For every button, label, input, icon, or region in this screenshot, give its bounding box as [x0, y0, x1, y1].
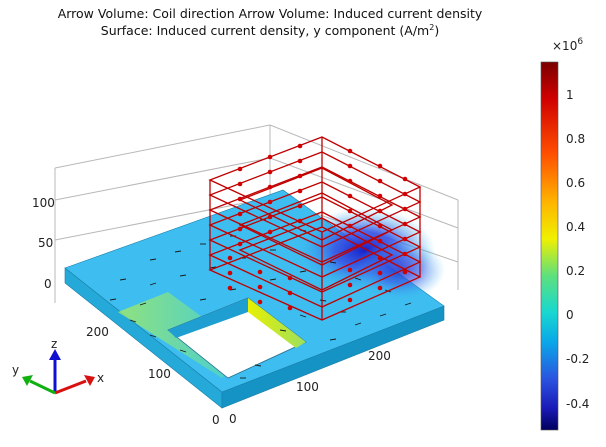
triad-z-label: z	[51, 337, 57, 351]
cb-tick-0.2: 0.2	[566, 264, 585, 278]
z-tick-100: 100	[32, 196, 55, 210]
coil-direction-arrows	[208, 136, 422, 321]
hole-inner-wall-back	[168, 298, 248, 338]
colorbar-ramp	[540, 61, 559, 431]
triad-z-arrow-icon	[49, 349, 61, 360]
y-axis-ticks: 200 100 0	[86, 325, 220, 427]
y-tick-200: 200	[86, 325, 109, 339]
x-tick-100: 100	[296, 380, 319, 394]
triad-x-arrow-icon	[84, 375, 95, 386]
cb-tick-0.4: 0.4	[566, 220, 585, 234]
colorbar-ticks: 1 0.8 0.6 0.4 0.2 0 -0.2 -0.4	[566, 88, 589, 411]
plot-title-line1: Arrow Volume: Coil direction Arrow Volum…	[57, 6, 483, 21]
title-line2-text: Surface: Induced current density, y comp…	[100, 23, 430, 39]
colorbar-multiplier: ×106	[552, 37, 583, 53]
z-tick-0: 0	[44, 277, 52, 291]
cb-tick-minus-0.2: -0.2	[566, 352, 589, 366]
x-tick-200: 200	[368, 349, 391, 363]
y-tick-0: 0	[212, 413, 220, 427]
y-tick-100: 100	[148, 367, 171, 381]
z-tick-50: 50	[38, 236, 53, 250]
z-axis-ticks: 100 50 0	[32, 196, 55, 291]
coil-arrowheads	[227, 143, 408, 311]
hole-inner-wall-yellow	[248, 298, 306, 348]
cb-tick-0.6: 0.6	[566, 176, 585, 190]
title-line2-suffix: )	[434, 23, 440, 39]
cb-tick-minus-0.4: -0.4	[566, 397, 589, 411]
colorbar: ×106 1 0.8 0.6 0.4 0.2 0 -0.2 -0.4	[540, 37, 589, 431]
plot-title-line2: Surface: Induced current density, y comp…	[0, 23, 540, 38]
triad-x-label: x	[97, 371, 104, 385]
x-axis-ticks: 200 100 0	[229, 349, 391, 426]
triad-y-arrow-icon	[22, 375, 33, 386]
axis-triad: z x y	[12, 337, 104, 395]
x-tick-0: 0	[229, 412, 237, 426]
cb-tick-1: 1	[566, 88, 574, 102]
cb-tick-0: 0	[566, 308, 574, 322]
cb-tick-0.8: 0.8	[566, 132, 585, 146]
triad-y-label: y	[12, 363, 19, 377]
title-line2-exponent: 2	[429, 23, 435, 32]
